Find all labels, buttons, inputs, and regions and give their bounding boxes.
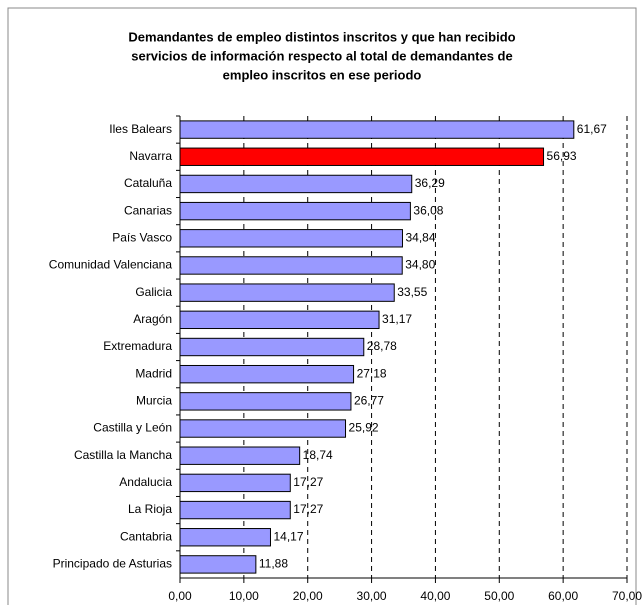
bar <box>179 283 395 302</box>
bar <box>179 174 413 194</box>
data-label: 56,93 <box>547 149 577 163</box>
data-label: 28,78 <box>367 339 397 353</box>
bar <box>179 229 403 248</box>
y-tick-label: Murcia <box>136 394 172 408</box>
y-tick-label: Cataluña <box>124 176 172 190</box>
y-tick-label: Madrid <box>135 366 172 380</box>
data-label: 36,29 <box>415 176 445 190</box>
x-tick-label: 30,00 <box>357 589 387 603</box>
data-label: 14,17 <box>273 529 303 543</box>
data-label: 34,80 <box>405 258 435 272</box>
chart-title: empleo inscritos en ese periodo <box>223 67 422 82</box>
x-tick-label: 20,00 <box>293 589 323 603</box>
data-label: 36,08 <box>413 203 443 217</box>
y-tick-label: Canarias <box>124 203 172 217</box>
y-tick-label: Comunidad Valenciana <box>49 258 173 272</box>
data-label: 27,18 <box>357 366 387 380</box>
bar <box>179 120 575 139</box>
y-tick-label: Castilla y León <box>93 421 172 435</box>
chart-title: servicios de información respecto al tot… <box>131 48 512 63</box>
chart-frame <box>7 7 637 605</box>
y-tick-label: Principado de Asturias <box>53 557 172 571</box>
bar <box>179 419 347 438</box>
bar <box>179 256 403 275</box>
data-label: 11,88 <box>259 557 288 571</box>
data-label: 18,74 <box>303 448 333 462</box>
y-tick-label: Castilla la Mancha <box>74 448 172 462</box>
x-tick-label: 70,00 <box>612 589 642 603</box>
data-label: 31,17 <box>382 312 412 326</box>
bar <box>179 364 355 384</box>
y-tick-label: Andalucia <box>119 475 172 489</box>
y-tick-label: La Rioja <box>128 502 172 516</box>
y-tick-label: Extremadura <box>103 339 172 353</box>
y-tick-label: Galicia <box>135 285 172 299</box>
data-label: 61,67 <box>577 122 607 136</box>
data-label: 17,27 <box>293 475 323 489</box>
y-tick-label: Navarra <box>129 149 172 163</box>
y-tick-label: País Vasco <box>112 230 172 244</box>
data-label: 26,77 <box>354 394 384 408</box>
bar <box>179 446 301 465</box>
bar <box>179 392 352 411</box>
x-tick-label: 60,00 <box>548 589 578 603</box>
bar <box>179 147 545 166</box>
x-tick-label: 0,00 <box>168 589 192 603</box>
bar <box>179 201 411 221</box>
y-tick-label: Iles Balears <box>109 122 172 136</box>
chart-title: Demandantes de empleo distintos inscrito… <box>128 29 515 44</box>
bar <box>179 310 380 330</box>
data-label: 25,92 <box>349 421 379 435</box>
bar <box>179 528 271 547</box>
bar <box>179 337 365 357</box>
x-tick-label: 40,00 <box>420 589 450 603</box>
data-label: 33,55 <box>397 285 427 299</box>
data-label: 34,84 <box>405 230 435 244</box>
y-tick-label: Cantabria <box>120 529 172 543</box>
data-label: 17,27 <box>293 502 323 516</box>
y-tick-label: Aragón <box>133 312 172 326</box>
bar <box>179 500 291 520</box>
bar <box>179 555 257 574</box>
x-tick-label: 10,00 <box>229 589 259 603</box>
x-tick-label: 50,00 <box>484 589 514 603</box>
bar <box>179 473 291 493</box>
